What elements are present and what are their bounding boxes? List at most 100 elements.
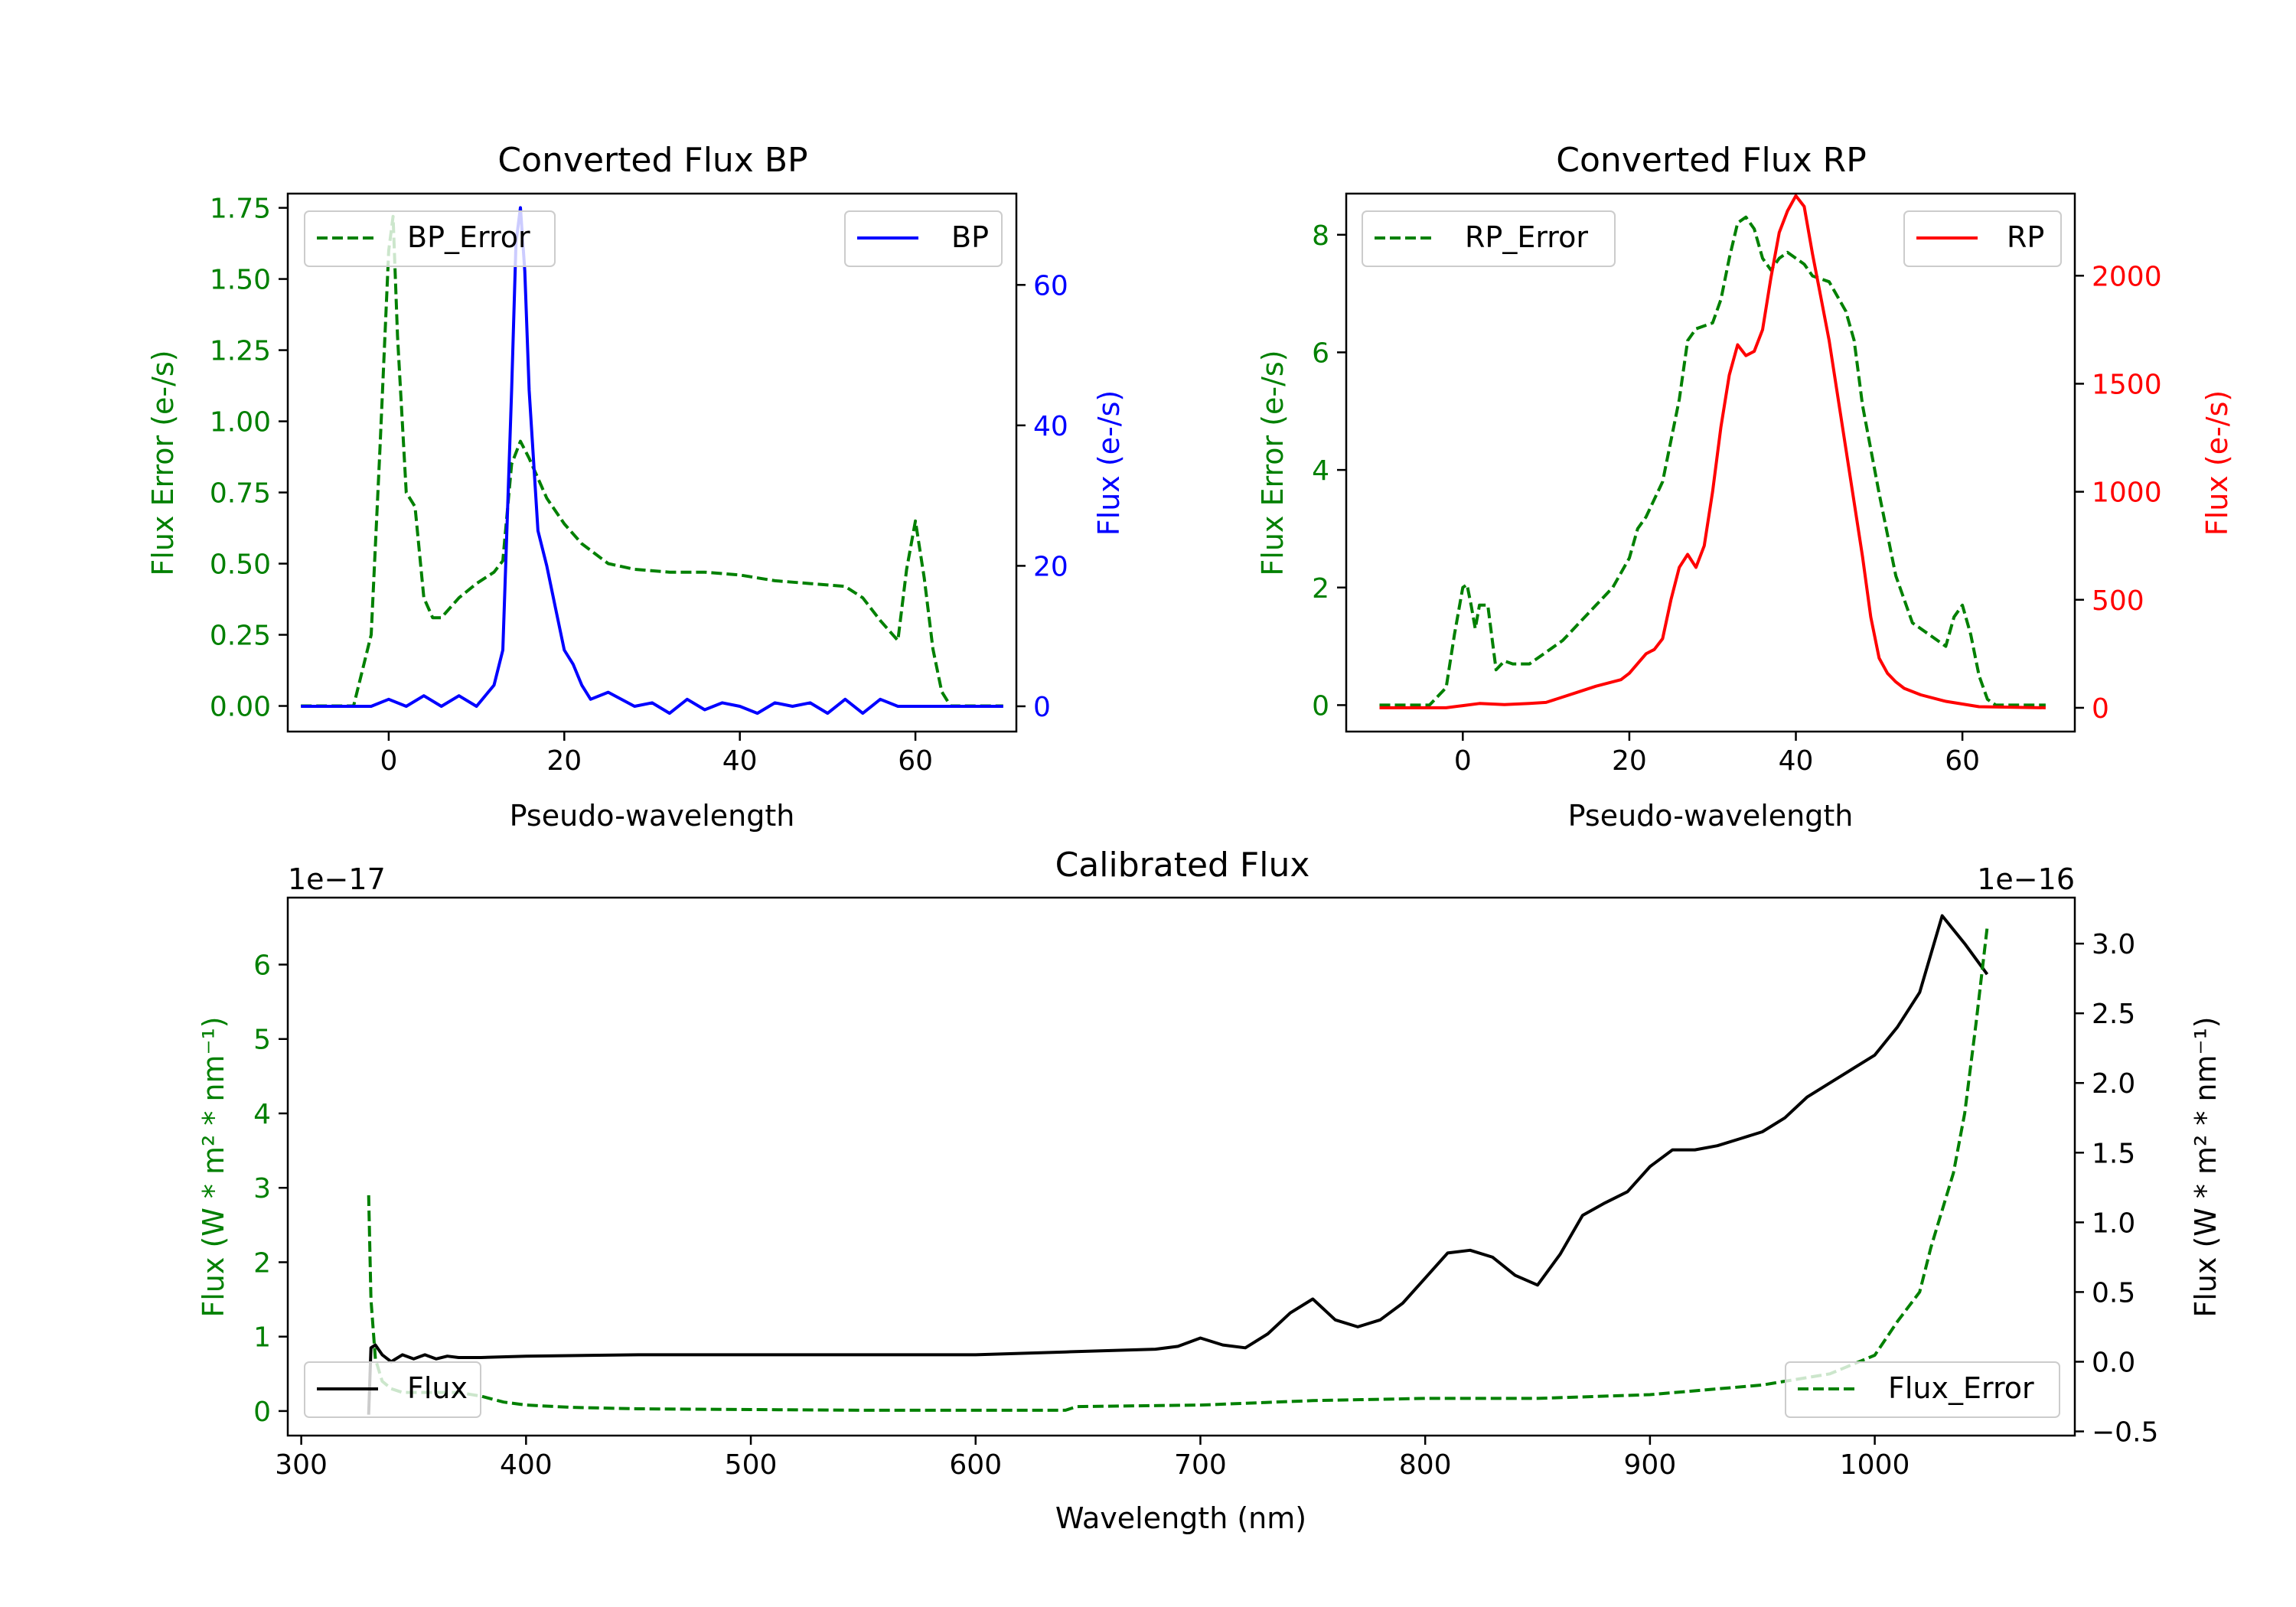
calibrated-offset-right: 1e−16 — [1977, 862, 2075, 896]
rp-ytick-right-label: 500 — [2092, 585, 2144, 617]
calibrated-ytick-right-label: 0.5 — [2092, 1277, 2135, 1309]
calibrated-legend-right: Flux_Error — [1785, 1361, 2060, 1418]
bp-ytick-left-label: 1.50 — [210, 265, 271, 296]
bp-axes-frame — [286, 192, 1018, 733]
rp-ytick-left-label: 4 — [1312, 455, 1329, 487]
rp-legend-right: RP — [1903, 210, 2062, 267]
rp-ytick-right-label: 1500 — [2092, 369, 2162, 400]
calibrated-ylabel-right: Flux (W * m² * nm⁻¹) — [2189, 1016, 2223, 1317]
rp-plot-area — [1379, 194, 2046, 709]
bp-ytick-left-label: 1.75 — [210, 194, 271, 225]
bp-ytick-right-label: 60 — [1033, 270, 1068, 302]
rp-series-rp-line — [1379, 194, 2046, 709]
calibrated-ytick-right-label: 2.5 — [2092, 999, 2135, 1030]
calibrated-legend-left: Flux — [304, 1361, 481, 1418]
calibrated-ytick-left-label: 5 — [253, 1025, 271, 1056]
calibrated-ytick-right-label: 0.0 — [2092, 1347, 2135, 1378]
rp-ytick-right-label: 1000 — [2092, 478, 2162, 509]
bp-ytick-left-label: 0.50 — [210, 549, 271, 581]
bp-series-bp-line — [301, 206, 1003, 715]
rp-xlabel: Pseudo-wavelength — [1568, 799, 1854, 833]
bp-ytick-left-label: 1.25 — [210, 336, 271, 367]
bp-title: Converted Flux BP — [497, 141, 807, 180]
calibrated-ytick-left-label: 0 — [253, 1397, 271, 1428]
bp-ticks: 0 20 40 60 0.00 0.25 0.50 0.75 1.00 1.25 1.50 1.75 0… — [210, 194, 1068, 777]
calibrated-ytick-left-label: 3 — [253, 1173, 271, 1204]
bp-xlabel: Pseudo-wavelength — [510, 799, 795, 833]
calibrated-xlabel: Wavelength (nm) — [1055, 1501, 1306, 1535]
rp-ytick-right-label: 0 — [2092, 693, 2109, 725]
bp-ylabel-right: Flux (e-/s) — [1092, 390, 1126, 536]
calibrated-xtick-label: 400 — [500, 1449, 553, 1481]
calibrated-xtick-label: 600 — [949, 1449, 1002, 1481]
calibrated-series-flux-line — [367, 914, 1989, 1415]
bp-legend-left: BP_Error — [304, 210, 556, 267]
bp-legend-right-label: BP — [951, 220, 989, 254]
bp-plot-area — [301, 206, 1003, 715]
calibrated-legend-left-label: Flux — [407, 1371, 468, 1405]
rp-ytick-right-label: 2000 — [2092, 261, 2162, 292]
calibrated-ytick-left-label: 6 — [253, 950, 271, 982]
rp-panel: Converted Flux RP 0 20 40 60 0 2 4 6 8 0 500 1000 15… — [1256, 141, 2234, 833]
calibrated-offset-left: 1e−17 — [288, 862, 386, 896]
bp-legend-left-box — [304, 210, 556, 267]
calibrated-xtick-label: 1000 — [1840, 1449, 1910, 1481]
rp-legend-left: RP_Error — [1362, 210, 1616, 267]
calibrated-ytick-left-label: 4 — [253, 1099, 271, 1130]
bp-xtick-label: 40 — [722, 745, 758, 777]
calibrated-ytick-right-label: 1.0 — [2092, 1208, 2135, 1239]
calibrated-panel: Calibrated Flux 1e−17 1e−16 300 400 500 600… — [197, 846, 2223, 1535]
rp-ylabel-right: Flux (e-/s) — [2200, 390, 2234, 536]
rp-series-rp-error-line — [1379, 215, 2046, 707]
calibrated-ytick-left-label: 1 — [253, 1322, 271, 1354]
bp-panel: Converted Flux BP 0 20 40 60 0.00 0.25 0.50 0.7… — [146, 141, 1126, 833]
calibrated-ytick-right-label: 3.0 — [2092, 929, 2135, 960]
bp-ytick-left-label: 0.25 — [210, 621, 271, 652]
bp-ytick-right-label: 20 — [1033, 551, 1068, 582]
calibrated-ylabel-left: Flux (W * m² * nm⁻¹) — [197, 1016, 230, 1317]
bp-ytick-left-label: 0.75 — [210, 478, 271, 510]
calibrated-axes-frame — [286, 896, 2076, 1437]
bp-ytick-right-label: 40 — [1033, 411, 1068, 442]
rp-ytick-left-label: 2 — [1312, 573, 1329, 605]
bp-legend-left-label: BP_Error — [407, 220, 530, 254]
calibrated-title: Calibrated Flux — [1055, 846, 1310, 885]
calibrated-xtick-label: 300 — [275, 1449, 328, 1481]
calibrated-legend-left-box — [304, 1361, 481, 1418]
calibrated-xtick-label: 900 — [1624, 1449, 1677, 1481]
rp-xtick-label: 40 — [1779, 745, 1814, 777]
bp-xtick-label: 0 — [380, 745, 397, 777]
calibrated-ytick-right-label: 1.5 — [2092, 1138, 2135, 1169]
rp-title: Converted Flux RP — [1556, 141, 1867, 180]
rp-ylabel-left: Flux Error (e-/s) — [1256, 350, 1290, 575]
bp-series-bp-error-line — [301, 214, 1003, 708]
bp-ylabel-left: Flux Error (e-/s) — [146, 350, 180, 575]
bp-ytick-left-label: 0.00 — [210, 692, 271, 723]
calibrated-xtick-label: 500 — [725, 1449, 778, 1481]
rp-xtick-label: 20 — [1612, 745, 1647, 777]
rp-axes-frame — [1345, 192, 2076, 733]
calibrated-xtick-label: 700 — [1174, 1449, 1227, 1481]
rp-ytick-left-label: 0 — [1312, 690, 1329, 722]
calibrated-ticks: 300 400 500 600 700 800 900 1000 0 1 2 3 4 5 6 −0.5 0.0 0… — [253, 929, 2158, 1481]
bp-ytick-left-label: 1.00 — [210, 407, 271, 438]
calibrated-ytick-left-label: 2 — [253, 1247, 271, 1279]
bp-xtick-label: 20 — [546, 745, 582, 777]
calibrated-ytick-right-label: −0.5 — [2092, 1417, 2158, 1449]
rp-xtick-label: 0 — [1454, 745, 1472, 777]
bp-legend-right: BP — [844, 210, 1003, 267]
rp-xtick-label: 60 — [1945, 745, 1980, 777]
bp-ytick-right-label: 0 — [1033, 692, 1051, 723]
rp-legend-left-label: RP_Error — [1465, 220, 1588, 254]
rp-ytick-left-label: 8 — [1312, 220, 1329, 252]
calibrated-ytick-right-label: 2.0 — [2092, 1068, 2135, 1100]
rp-legend-left-box — [1362, 210, 1616, 267]
rp-ticks: 0 20 40 60 0 2 4 6 8 0 500 1000 1500 2000 — [1312, 220, 2162, 777]
calibrated-legend-right-label: Flux_Error — [1888, 1371, 2034, 1405]
bp-xtick-label: 60 — [898, 745, 933, 777]
bp-legend-right-box — [844, 210, 1003, 267]
calibrated-legend-right-box — [1785, 1361, 2060, 1418]
rp-ytick-left-label: 6 — [1312, 337, 1329, 369]
rp-legend-right-box — [1903, 210, 2062, 267]
